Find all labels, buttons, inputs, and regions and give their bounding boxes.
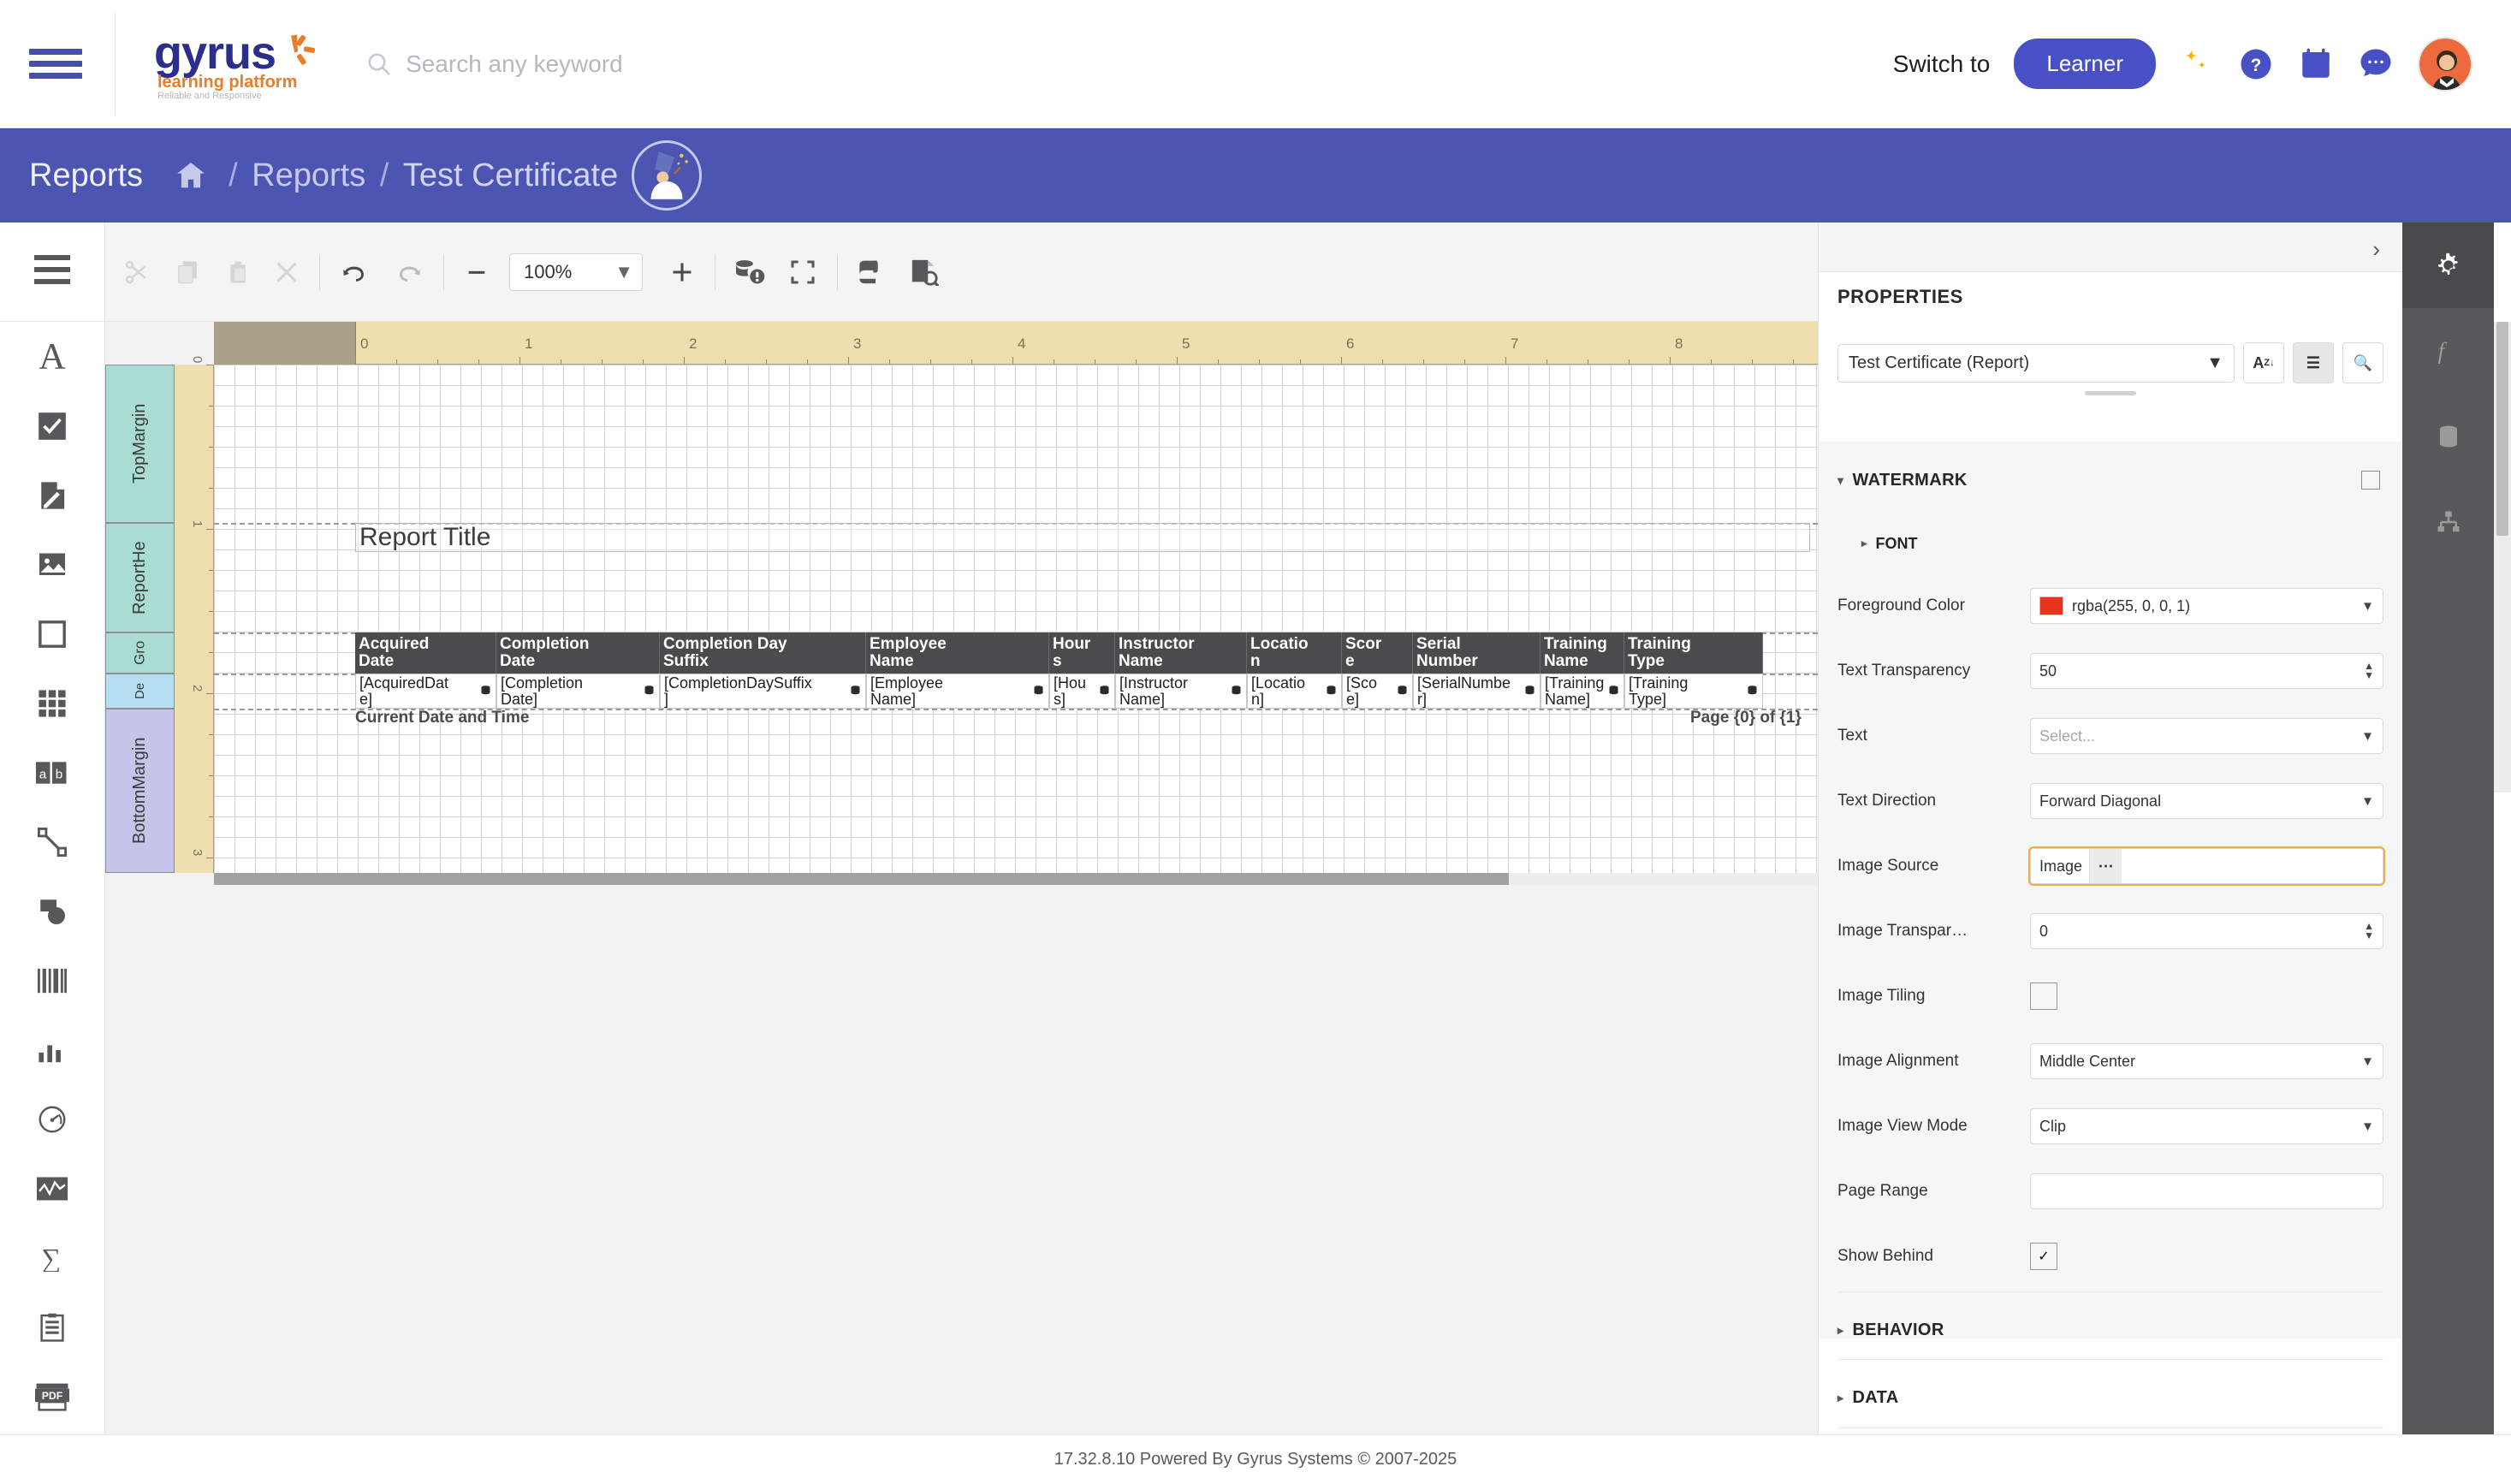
svg-text:b: b	[56, 767, 62, 781]
svg-text:∑: ∑	[41, 1244, 61, 1272]
svg-text:PDF: PDF	[42, 1390, 63, 1402]
svg-text:?: ?	[2251, 55, 2262, 74]
svg-text:A: A	[39, 340, 65, 374]
svg-text:f: f	[2437, 338, 2447, 364]
svg-text:a: a	[39, 767, 47, 781]
